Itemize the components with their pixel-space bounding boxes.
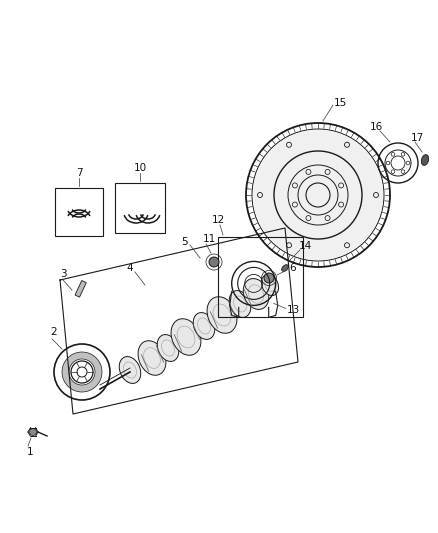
Text: 15: 15 (333, 98, 346, 108)
Bar (218, 237, 303, 317)
Ellipse shape (421, 155, 429, 165)
Text: 6: 6 (290, 263, 297, 273)
Text: 2: 2 (51, 327, 57, 337)
Text: 11: 11 (202, 234, 215, 244)
Ellipse shape (157, 335, 179, 361)
Ellipse shape (119, 357, 141, 383)
Circle shape (209, 257, 219, 267)
Bar (75, 280, 86, 297)
Text: 16: 16 (369, 122, 383, 132)
Ellipse shape (261, 274, 279, 296)
Text: 10: 10 (134, 163, 147, 173)
Text: 13: 13 (287, 305, 300, 316)
Circle shape (264, 273, 274, 283)
Wedge shape (62, 352, 102, 392)
Text: 3: 3 (60, 269, 66, 279)
Ellipse shape (138, 341, 166, 375)
Bar (115, 183, 165, 233)
Text: 14: 14 (298, 241, 311, 251)
Circle shape (253, 130, 383, 260)
Text: 17: 17 (410, 133, 424, 143)
Ellipse shape (243, 279, 269, 310)
Text: 12: 12 (212, 215, 225, 225)
Ellipse shape (171, 319, 201, 356)
Ellipse shape (193, 312, 215, 340)
Text: 4: 4 (127, 263, 133, 273)
Text: 5: 5 (182, 237, 188, 247)
Ellipse shape (229, 290, 251, 318)
Text: 7: 7 (76, 168, 82, 178)
Ellipse shape (282, 265, 288, 271)
Circle shape (29, 429, 36, 435)
Ellipse shape (207, 297, 237, 333)
Text: 1: 1 (27, 447, 33, 457)
Bar (55, 188, 103, 236)
